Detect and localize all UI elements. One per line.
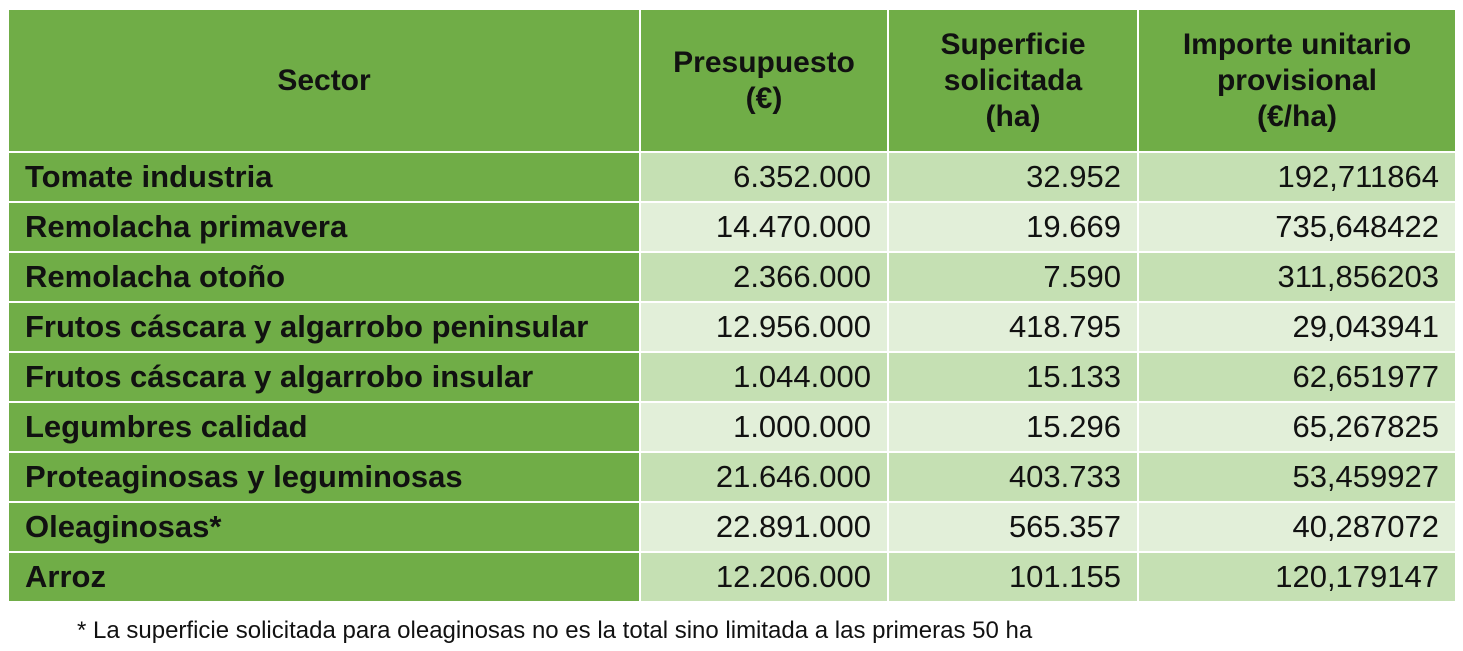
header-importe-line3: (€/ha) <box>1256 99 1337 133</box>
cell-superficie: 15.296 <box>887 401 1139 453</box>
header-superficie: Superficie solicitada (ha) <box>887 8 1139 153</box>
cell-superficie: 418.795 <box>887 301 1139 353</box>
cell-presupuesto: 12.206.000 <box>639 551 889 603</box>
cell-sector: Remolacha primavera <box>7 201 641 253</box>
header-presupuesto-line2: (€) <box>745 81 783 115</box>
cell-importe: 192,711864 <box>1137 151 1457 203</box>
header-importe-line1: Importe unitario <box>1182 27 1412 61</box>
cell-superficie: 32.952 <box>887 151 1139 203</box>
header-sector-label: Sector <box>277 63 371 97</box>
cell-presupuesto: 6.352.000 <box>639 151 889 203</box>
table-row: Tomate industria 6.352.000 32.952 192,71… <box>7 151 1457 203</box>
cell-importe: 53,459927 <box>1137 451 1457 503</box>
header-superficie-line3: (ha) <box>985 99 1041 133</box>
cell-sector: Frutos cáscara y algarrobo insular <box>7 351 641 403</box>
cell-importe: 29,043941 <box>1137 301 1457 353</box>
cell-presupuesto: 2.366.000 <box>639 251 889 303</box>
cell-presupuesto: 14.470.000 <box>639 201 889 253</box>
header-superficie-line1: Superficie <box>940 27 1086 61</box>
cell-importe: 120,179147 <box>1137 551 1457 603</box>
cell-superficie: 15.133 <box>887 351 1139 403</box>
cell-sector: Arroz <box>7 551 641 603</box>
table-row: Proteaginosas y leguminosas 21.646.000 4… <box>7 451 1457 503</box>
header-superficie-line2: solicitada <box>943 63 1083 97</box>
cell-sector: Frutos cáscara y algarrobo peninsular <box>7 301 641 353</box>
cell-presupuesto: 1.000.000 <box>639 401 889 453</box>
cell-superficie: 19.669 <box>887 201 1139 253</box>
cell-superficie: 403.733 <box>887 451 1139 503</box>
cell-sector: Remolacha otoño <box>7 251 641 303</box>
cell-importe: 40,287072 <box>1137 501 1457 553</box>
cell-sector: Legumbres calidad <box>7 401 641 453</box>
cell-superficie: 565.357 <box>887 501 1139 553</box>
cell-presupuesto: 21.646.000 <box>639 451 889 503</box>
table-row: Oleaginosas* 22.891.000 565.357 40,28707… <box>7 501 1457 553</box>
table-row: Frutos cáscara y algarrobo peninsular 12… <box>7 301 1457 353</box>
ayudas-table: Sector Presupuesto (€) Superficie solici… <box>7 8 1457 603</box>
cell-importe: 65,267825 <box>1137 401 1457 453</box>
cell-importe: 735,648422 <box>1137 201 1457 253</box>
cell-presupuesto: 12.956.000 <box>639 301 889 353</box>
cell-sector: Proteaginosas y leguminosas <box>7 451 641 503</box>
table-row: Remolacha primavera 14.470.000 19.669 73… <box>7 201 1457 253</box>
header-sector: Sector <box>7 8 641 153</box>
table-row: Remolacha otoño 2.366.000 7.590 311,8562… <box>7 251 1457 303</box>
cell-superficie: 7.590 <box>887 251 1139 303</box>
header-importe: Importe unitario provisional (€/ha) <box>1137 8 1457 153</box>
cell-importe: 62,651977 <box>1137 351 1457 403</box>
cell-sector: Tomate industria <box>7 151 641 203</box>
table-row: Legumbres calidad 1.000.000 15.296 65,26… <box>7 401 1457 453</box>
table-row: Arroz 12.206.000 101.155 120,179147 <box>7 551 1457 603</box>
header-importe-line2: provisional <box>1216 63 1378 97</box>
cell-presupuesto: 1.044.000 <box>639 351 889 403</box>
footnote: * La superficie solicitada para oleagino… <box>77 617 1033 644</box>
header-presupuesto-line1: Presupuesto <box>673 45 855 79</box>
header-presupuesto: Presupuesto (€) <box>639 8 889 153</box>
cell-importe: 311,856203 <box>1137 251 1457 303</box>
header-row: Sector Presupuesto (€) Superficie solici… <box>7 8 1457 153</box>
cell-superficie: 101.155 <box>887 551 1139 603</box>
table-row: Frutos cáscara y algarrobo insular 1.044… <box>7 351 1457 403</box>
cell-sector: Oleaginosas* <box>7 501 641 553</box>
cell-presupuesto: 22.891.000 <box>639 501 889 553</box>
